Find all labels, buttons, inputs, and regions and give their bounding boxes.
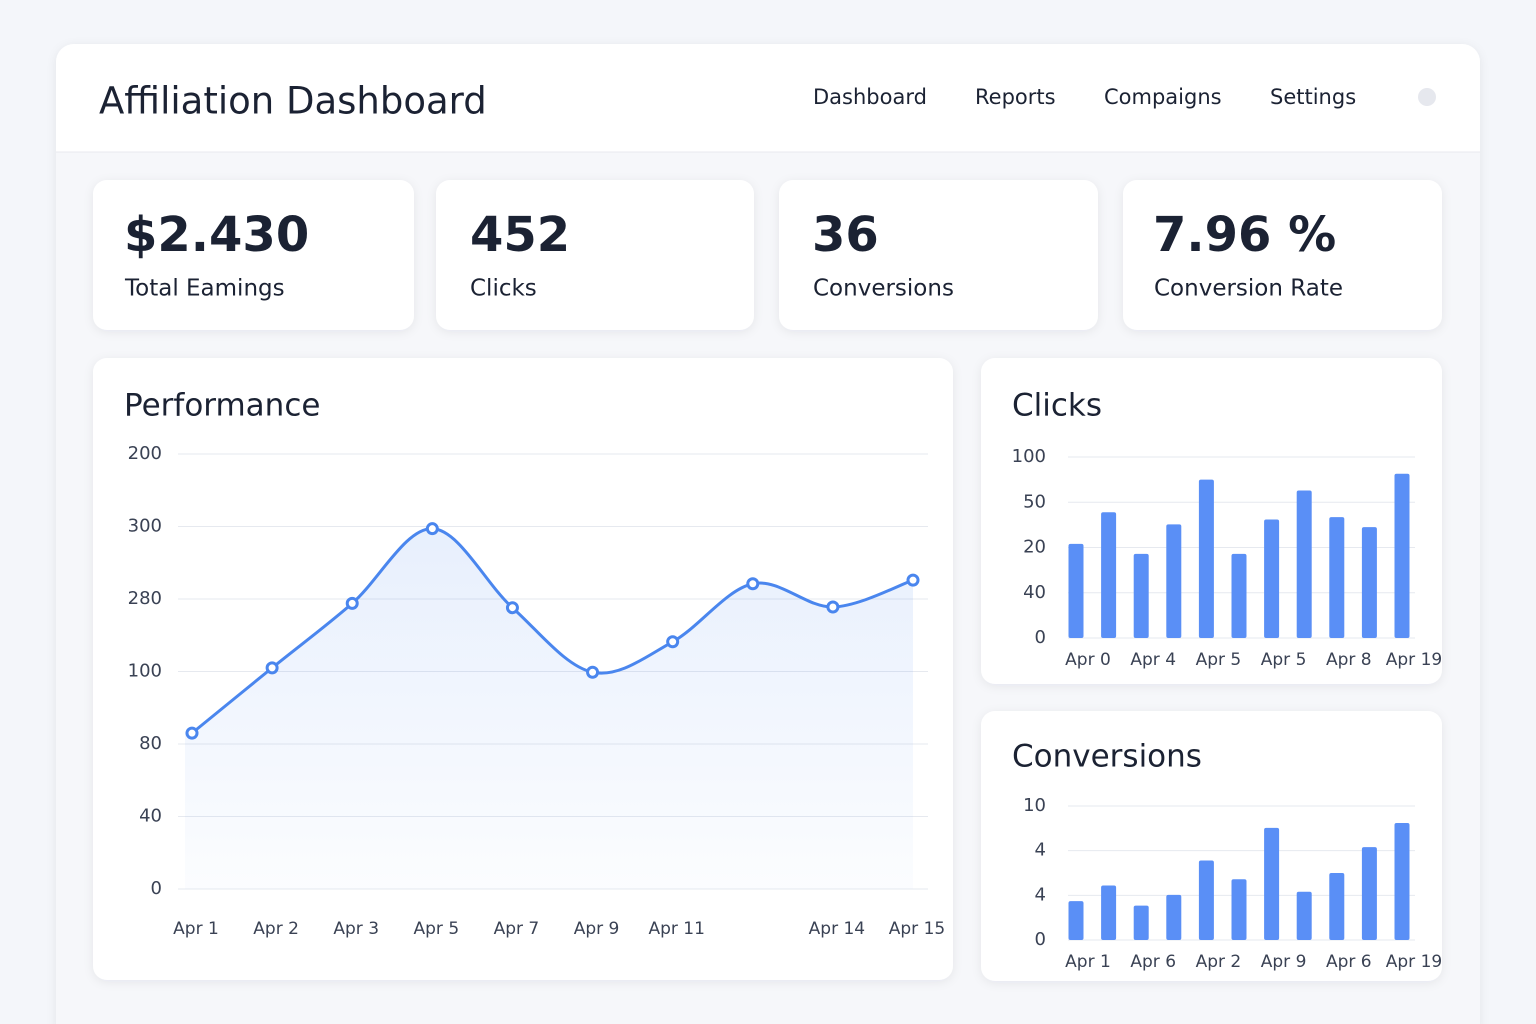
x-tick-label: Apr 1	[173, 919, 219, 939]
y-tick-label: 100	[1012, 446, 1046, 467]
bar	[1166, 894, 1182, 940]
bar	[1394, 473, 1410, 638]
y-tick-label: 4	[1035, 840, 1046, 861]
stat-label: Conversions	[813, 276, 954, 302]
bar	[1296, 891, 1312, 940]
y-tick-label: 300	[128, 516, 162, 537]
x-tick-label: Apr 1	[1065, 952, 1111, 972]
header-bar	[56, 44, 1480, 152]
avatar[interactable]	[1418, 88, 1436, 106]
bar	[1198, 479, 1214, 638]
bar	[1329, 517, 1345, 638]
point	[586, 665, 600, 679]
nav-link[interactable]: Reports	[975, 85, 1056, 109]
bar	[1068, 543, 1084, 638]
point	[185, 726, 199, 740]
x-tick-label: Apr 11	[648, 919, 704, 939]
x-tick-label: Apr 6	[1326, 952, 1372, 972]
stat-value: 7.96 %	[1153, 207, 1336, 263]
nav-link[interactable]: Settings	[1270, 85, 1356, 109]
nav-link[interactable]: Dashboard	[813, 85, 927, 109]
stat-label: Total Eamings	[124, 276, 285, 302]
line	[191, 527, 914, 735]
y-tick-label: 50	[1023, 491, 1046, 512]
bar	[1101, 885, 1117, 940]
stat-card	[779, 180, 1098, 330]
bar	[1231, 553, 1247, 638]
stat-value: 452	[470, 207, 570, 263]
x-tick-label: Apr 9	[574, 919, 620, 939]
x-tick-label: Apr 4	[1130, 650, 1176, 670]
area	[185, 528, 913, 889]
y-tick-label: 280	[128, 588, 162, 609]
y-tick-label: 40	[139, 806, 162, 827]
bar	[1361, 847, 1377, 940]
y-tick-label: 4	[1035, 884, 1046, 905]
x-tick-label: Apr 0	[1065, 650, 1111, 670]
chart-title: Clicks	[1012, 388, 1102, 424]
y-tick-label: 0	[1035, 627, 1046, 648]
y-tick-label: 80	[139, 733, 162, 754]
x-tick-label: Apr 3	[333, 919, 379, 939]
stat-card	[436, 180, 754, 330]
stat-card	[1123, 180, 1442, 330]
y-tick-label: 10	[1023, 795, 1046, 816]
bar	[1198, 860, 1214, 940]
x-tick-label: Apr 19	[1386, 952, 1442, 972]
nav-link[interactable]: Compaigns	[1104, 85, 1222, 109]
x-tick-label: Apr 15	[889, 919, 945, 939]
bar	[1296, 490, 1312, 638]
point	[906, 573, 920, 587]
stat-value: $2.430	[124, 207, 309, 263]
bar	[1361, 527, 1377, 638]
bar	[1133, 905, 1149, 940]
bar	[1166, 524, 1182, 638]
stat-card	[93, 180, 414, 330]
y-tick-label: 40	[1023, 582, 1046, 603]
x-tick-label: Apr 5	[1261, 650, 1307, 670]
x-tick-label: Apr 6	[1130, 952, 1176, 972]
x-tick-label: Apr 2	[253, 919, 299, 939]
bar	[1068, 901, 1084, 940]
x-tick-label: Apr 9	[1261, 952, 1307, 972]
point	[505, 601, 519, 615]
app-title: Affiliation Dashboard	[99, 80, 487, 123]
y-tick-label: 20	[1023, 537, 1046, 558]
point	[345, 596, 359, 610]
point	[425, 522, 439, 536]
x-tick-label: Apr 5	[414, 919, 460, 939]
x-tick-label: Apr 2	[1196, 952, 1242, 972]
bar	[1101, 512, 1117, 638]
bar	[1231, 879, 1247, 940]
y-tick-label: 0	[151, 878, 162, 899]
x-tick-label: Apr 19	[1386, 650, 1442, 670]
x-tick-label: Apr 8	[1326, 650, 1372, 670]
bar	[1394, 822, 1410, 940]
x-tick-label: Apr 7	[494, 919, 540, 939]
point	[746, 577, 760, 591]
bar	[1133, 553, 1149, 638]
y-tick-label: 0	[1035, 929, 1046, 950]
point	[666, 635, 680, 649]
bar	[1264, 827, 1280, 940]
y-tick-label: 200	[128, 443, 162, 464]
stat-label: Clicks	[470, 276, 537, 302]
point	[826, 600, 840, 614]
bar	[1329, 873, 1345, 940]
chart-title: Performance	[124, 388, 320, 424]
stat-label: Conversion Rate	[1154, 276, 1343, 302]
chart-card	[981, 711, 1442, 981]
y-tick-label: 100	[128, 661, 162, 682]
point	[265, 661, 279, 675]
x-tick-label: Apr 5	[1196, 650, 1242, 670]
bar	[1264, 519, 1280, 638]
stat-value: 36	[812, 207, 879, 263]
chart-title: Conversions	[1012, 739, 1202, 775]
x-tick-label: Apr 14	[809, 919, 865, 939]
